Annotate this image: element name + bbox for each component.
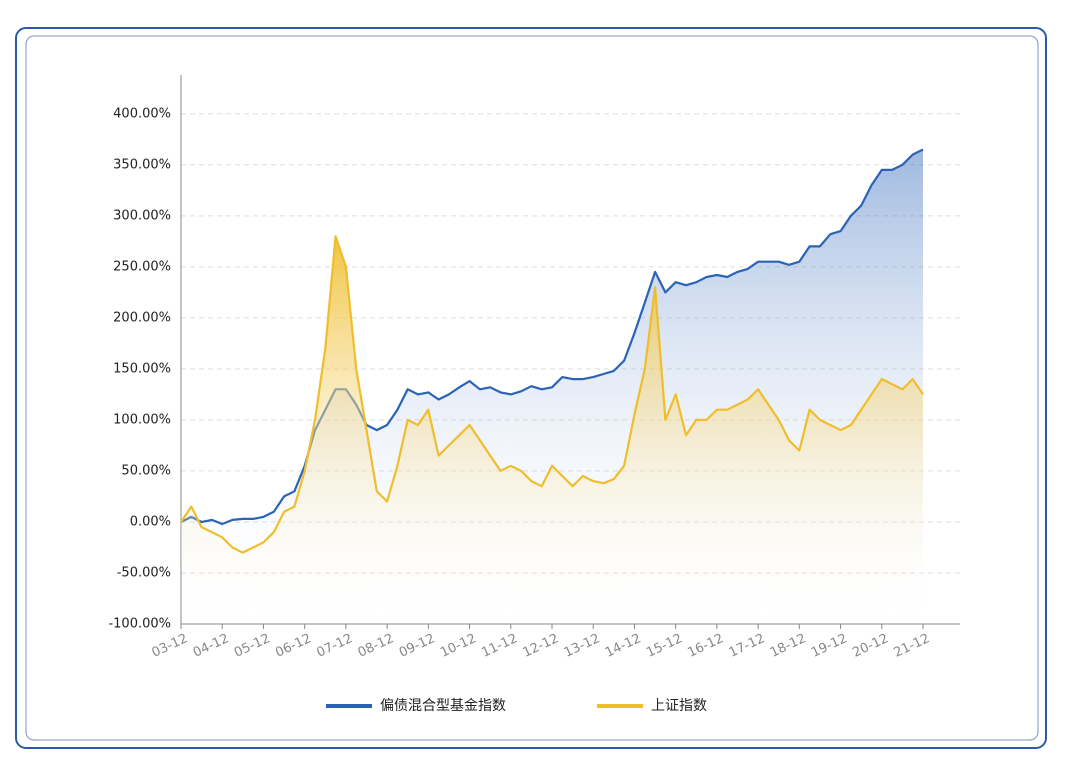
x-tick-label: 06-12 <box>273 631 314 661</box>
x-tick-label: 10-12 <box>438 631 479 661</box>
x-tick-label: 17-12 <box>727 631 768 661</box>
y-tick-label: 50.00% <box>121 463 171 478</box>
inner-frame <box>25 35 1039 741</box>
x-tick-label: 11-12 <box>479 631 520 661</box>
y-tick-label: 100.00% <box>113 412 171 427</box>
x-tick-label: 19-12 <box>809 631 850 661</box>
x-tick-label: 14-12 <box>603 631 644 661</box>
x-tick-label: 13-12 <box>562 631 603 661</box>
x-tick-label: 03-12 <box>150 631 191 661</box>
y-tick-label: 350.00% <box>113 157 171 172</box>
legend-label: 偏债混合型基金指数 <box>380 697 506 714</box>
x-tick-label: 05-12 <box>232 631 273 661</box>
x-tick-label: 21-12 <box>892 631 933 661</box>
y-tick-label: 150.00% <box>113 361 171 376</box>
y-tick-label: 300.00% <box>113 208 171 223</box>
y-tick-label: -50.00% <box>117 565 171 580</box>
x-tick-label: 18-12 <box>768 631 809 661</box>
x-tick-label: 12-12 <box>521 631 562 661</box>
x-tick-label: 08-12 <box>356 631 397 661</box>
y-tick-label: 200.00% <box>113 310 171 325</box>
x-tick-label: 20-12 <box>850 631 891 661</box>
x-tick-label: 15-12 <box>644 631 685 661</box>
y-tick-label: -100.00% <box>108 617 171 632</box>
x-tick-label: 16-12 <box>685 631 726 661</box>
outer-frame <box>15 27 1047 749</box>
legend-label: 上证指数 <box>651 698 707 714</box>
y-tick-label: 0.00% <box>130 514 171 529</box>
area <box>181 236 923 624</box>
y-tick-label: 400.00% <box>113 106 171 121</box>
x-tick-label: 09-12 <box>397 631 438 661</box>
x-tick-label: 07-12 <box>314 631 355 661</box>
y-tick-label: 250.00% <box>113 259 171 274</box>
line <box>180 235 924 554</box>
x-tick-label: 04-12 <box>191 631 232 661</box>
